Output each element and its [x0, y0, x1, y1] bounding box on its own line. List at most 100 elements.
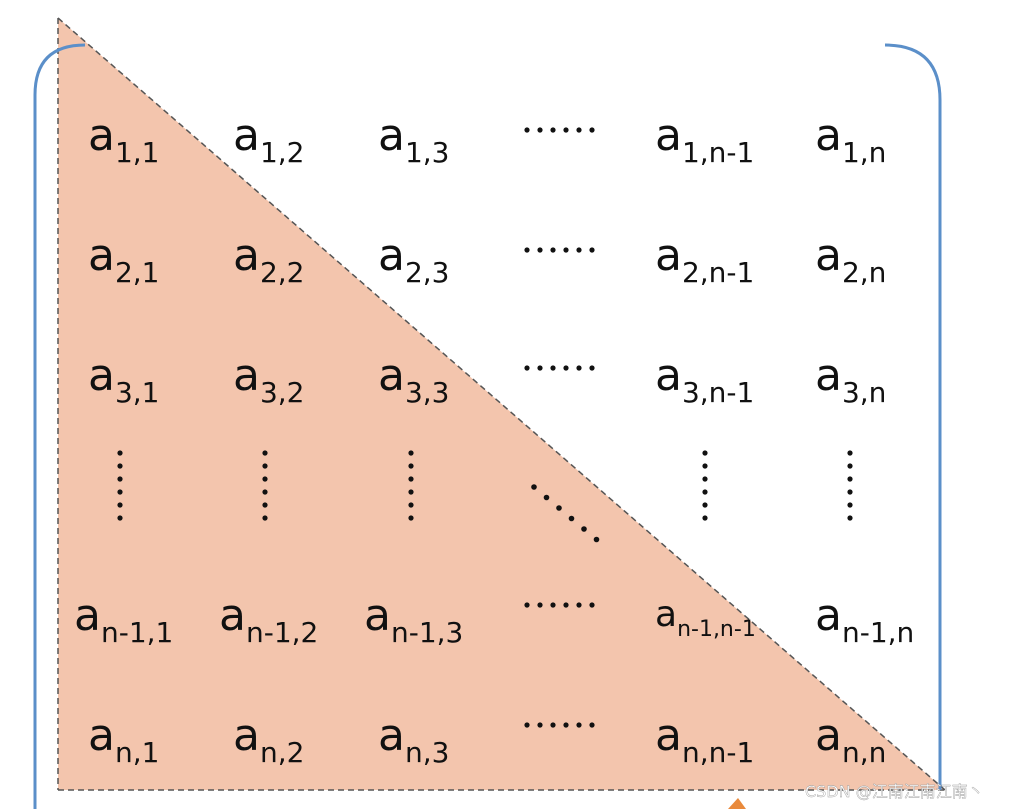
matrix-element: a3,2 — [233, 350, 305, 409]
matrix-element: a3,3 — [378, 350, 450, 409]
matrix-element: an,n — [815, 710, 886, 769]
element-index: 2,n — [842, 256, 886, 289]
dot — [702, 476, 708, 482]
matrix-element: a3,n-1 — [655, 350, 754, 409]
dot — [408, 476, 414, 482]
dot — [593, 536, 600, 543]
matrix-element: an-1,3 — [364, 590, 463, 649]
element-index: 2,1 — [115, 256, 160, 289]
element-symbol: a — [655, 110, 682, 161]
matrix-element: a3,n — [815, 350, 886, 409]
matrix-element: a2,2 — [233, 230, 305, 289]
dot — [262, 476, 268, 482]
dot — [576, 722, 582, 728]
element-index: n-1,n — [842, 616, 914, 649]
dot — [847, 515, 853, 521]
dot — [702, 489, 708, 495]
element-index: 1,n-1 — [682, 136, 754, 169]
element-index: 1,1 — [115, 136, 160, 169]
element-index: 3,2 — [260, 376, 305, 409]
element-symbol: a — [815, 710, 842, 761]
dot — [563, 127, 569, 133]
dot — [563, 722, 569, 728]
dot — [524, 365, 530, 371]
element-index: n,1 — [115, 736, 159, 769]
dot — [576, 365, 582, 371]
dot — [262, 515, 268, 521]
dot — [117, 489, 123, 495]
dot — [524, 127, 530, 133]
dot — [537, 127, 543, 133]
element-symbol: a — [233, 710, 260, 761]
watermark: CSDN @江南江南江南丶 — [805, 782, 984, 801]
dot — [531, 484, 537, 490]
dot — [589, 365, 595, 371]
matrix-element: an,2 — [233, 710, 304, 769]
element-index: 3,n-1 — [682, 376, 754, 409]
dot — [589, 247, 595, 253]
arrow-tip — [728, 798, 746, 809]
dot — [537, 247, 543, 253]
element-index: 2,n-1 — [682, 256, 754, 289]
element-index: 2,2 — [260, 256, 305, 289]
dot — [117, 450, 123, 456]
dot — [589, 127, 595, 133]
dot — [563, 247, 569, 253]
matrix-element: an-1,n-1 — [655, 594, 756, 642]
dot — [117, 502, 123, 508]
element-symbol: a — [378, 230, 405, 281]
element-index: 2,3 — [405, 256, 450, 289]
dot — [847, 476, 853, 482]
element-index: n-1,n-1 — [677, 617, 756, 642]
element-symbol: a — [815, 590, 842, 641]
element-symbol: a — [655, 350, 682, 401]
matrix-element: an-1,1 — [74, 590, 173, 649]
element-index: n,n-1 — [682, 736, 754, 769]
dot — [589, 602, 595, 608]
dot — [550, 602, 556, 608]
matrix-element: a1,3 — [378, 110, 450, 169]
dot — [847, 502, 853, 508]
element-symbol: a — [88, 710, 115, 761]
matrix-element: a1,n-1 — [655, 110, 754, 169]
dot — [581, 526, 587, 532]
matrix-element: a1,1 — [88, 110, 160, 169]
dot — [702, 515, 708, 521]
dot — [576, 127, 582, 133]
element-index: 1,2 — [260, 136, 305, 169]
dot — [563, 602, 569, 608]
diagonal — [57, 17, 946, 791]
dot — [117, 476, 123, 482]
matrix-element: an,n-1 — [655, 710, 754, 769]
dot — [524, 722, 530, 728]
dot — [262, 502, 268, 508]
dot — [262, 463, 268, 469]
element-symbol: a — [74, 590, 101, 641]
dot — [408, 450, 414, 456]
matrix: a1,1 a1,2 a1,3 a1,n-1 a1,na2,1 a2,2 a2,3 a2,n-1… — [74, 110, 914, 769]
dot — [408, 489, 414, 495]
element-symbol: a — [233, 230, 260, 281]
matrix-element: a3,1 — [88, 350, 160, 409]
element-symbol: a — [364, 590, 391, 641]
element-index: n-1,1 — [101, 616, 173, 649]
ellipses — [117, 127, 853, 728]
matrix-element: a2,n-1 — [655, 230, 754, 289]
dot — [847, 463, 853, 469]
dot — [576, 247, 582, 253]
dot — [568, 515, 575, 522]
dot — [589, 722, 595, 728]
element-index: n,2 — [260, 736, 304, 769]
dot — [262, 489, 268, 495]
element-index: 1,n — [842, 136, 886, 169]
element-index: 1,3 — [405, 136, 450, 169]
dot — [117, 515, 123, 521]
dot — [117, 463, 123, 469]
dot — [550, 722, 556, 728]
dot — [524, 247, 530, 253]
matrix-element: a2,1 — [88, 230, 160, 289]
element-symbol: a — [88, 350, 115, 401]
element-symbol: a — [378, 110, 405, 161]
element-symbol: a — [233, 350, 260, 401]
